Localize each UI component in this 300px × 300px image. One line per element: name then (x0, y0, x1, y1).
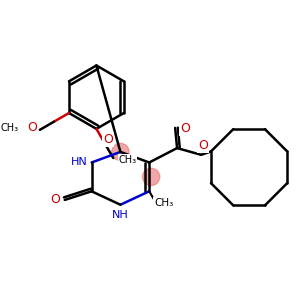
Text: O: O (50, 194, 60, 206)
Text: CH₃: CH₃ (1, 123, 19, 133)
Text: CH₃: CH₃ (154, 198, 173, 208)
Circle shape (142, 168, 160, 185)
Text: O: O (27, 122, 37, 134)
Text: NH: NH (112, 210, 129, 220)
Text: O: O (180, 122, 190, 135)
Text: O: O (103, 133, 113, 146)
Text: HN: HN (71, 158, 88, 167)
Circle shape (112, 143, 129, 161)
Text: CH₃: CH₃ (118, 155, 136, 165)
Text: O: O (198, 139, 208, 152)
